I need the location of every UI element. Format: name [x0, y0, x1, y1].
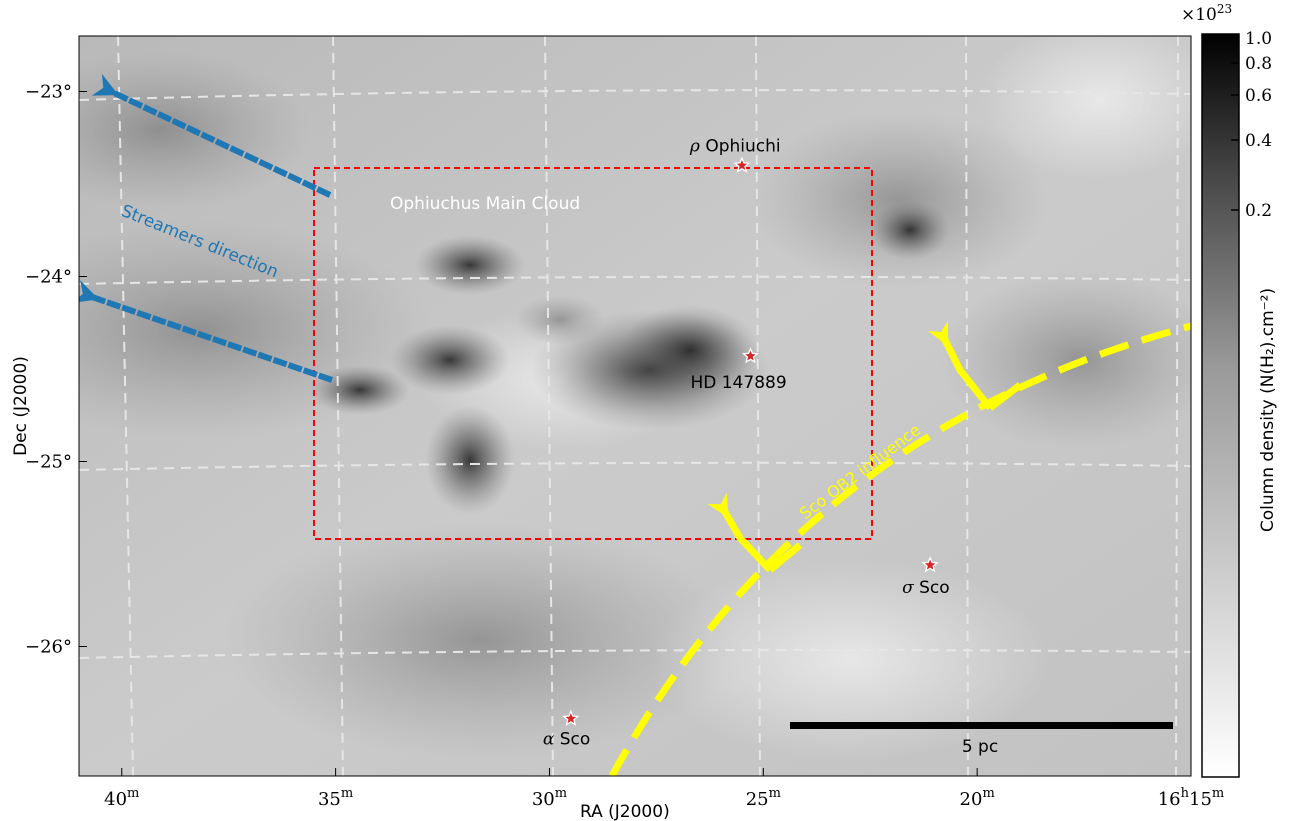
x-tick-label: 16h15m [1158, 786, 1225, 810]
star-icon [736, 160, 748, 170]
colorbar-label: Column density (N(H₂).cm⁻²) [1258, 288, 1278, 532]
colorbar-tick-label: 0.4 [1245, 131, 1272, 151]
colorbar-tick-label: 0.6 [1245, 86, 1272, 106]
x-axis-ticks: 40m 35m 30m 25m 20m 16h15m [104, 768, 1224, 810]
scale-bar-label: 5 pc [962, 737, 998, 757]
coordinate-grid [79, 36, 1191, 776]
x-axis-label: RA (J2000) [580, 802, 670, 821]
sco-ob2-influence [608, 320, 1191, 776]
colorbar-ticks: 1.0 0.8 0.6 0.4 0.2 [1231, 29, 1272, 221]
star-icon [745, 350, 756, 361]
region-label: Ophiuchus Main Cloud [390, 194, 580, 214]
streamers-arrows [79, 73, 333, 383]
colorbar-tick-label: 0.8 [1245, 54, 1272, 74]
column-density-map [79, 36, 1191, 776]
plot-frame [78, 35, 1192, 777]
x-tick-label: 20m [960, 786, 995, 810]
ra-gridline-35 [332, 36, 344, 776]
star-marker: ρ Ophiuchi [689, 137, 781, 173]
y-tick-label: −25° [25, 452, 72, 473]
x-tick-label: 30m [532, 786, 567, 810]
ra-gridline-40 [117, 36, 134, 776]
ra-gridline-30 [544, 36, 554, 776]
star-label: ρ Ophiuchi [689, 137, 781, 157]
colorbar-multiplier: ×1023 [1181, 2, 1232, 25]
colorbar [1201, 33, 1240, 778]
star-marker: α Sco [543, 709, 590, 750]
star-icon [565, 713, 577, 724]
star-label: α Sco [543, 730, 590, 750]
star-marker: σ Sco [902, 556, 950, 598]
star-label: HD 147889 [690, 373, 786, 393]
y-axis-label: Dec (J2000) [11, 356, 31, 456]
x-tick-label: 40m [104, 786, 139, 810]
streamer-arrow-lower [79, 280, 333, 383]
star-icon [924, 559, 936, 570]
y-tick-label: −26° [25, 637, 72, 658]
x-tick-label: 35m [318, 786, 353, 810]
ra-gridline-20 [965, 36, 969, 776]
star-label: σ Sco [902, 578, 950, 598]
streamer-arrow-upper [91, 73, 332, 198]
star-marker: HD 147889 [690, 347, 787, 393]
y-tick-label: −24° [25, 267, 72, 288]
scale-bar [790, 722, 1173, 729]
ra-gridline-15 [1175, 36, 1179, 776]
y-tick-label: −23° [25, 82, 72, 103]
colorbar-tick-label: 0.2 [1245, 201, 1272, 221]
colorbar-tick-label: 1.0 [1245, 29, 1272, 49]
influence-front-dashed [608, 322, 1191, 776]
influence-arrow-lower [707, 492, 773, 573]
main-cloud-region-box [313, 167, 873, 540]
ra-gridline-25 [755, 36, 761, 776]
y-axis-ticks: −23° −24° −25° −26° [25, 82, 87, 658]
influence-arrow-upper [927, 320, 993, 411]
stars-layer: ρ Ophiuchi HD 147889 σ Sco α Sco [543, 137, 950, 750]
x-tick-label: 25m [746, 786, 781, 810]
